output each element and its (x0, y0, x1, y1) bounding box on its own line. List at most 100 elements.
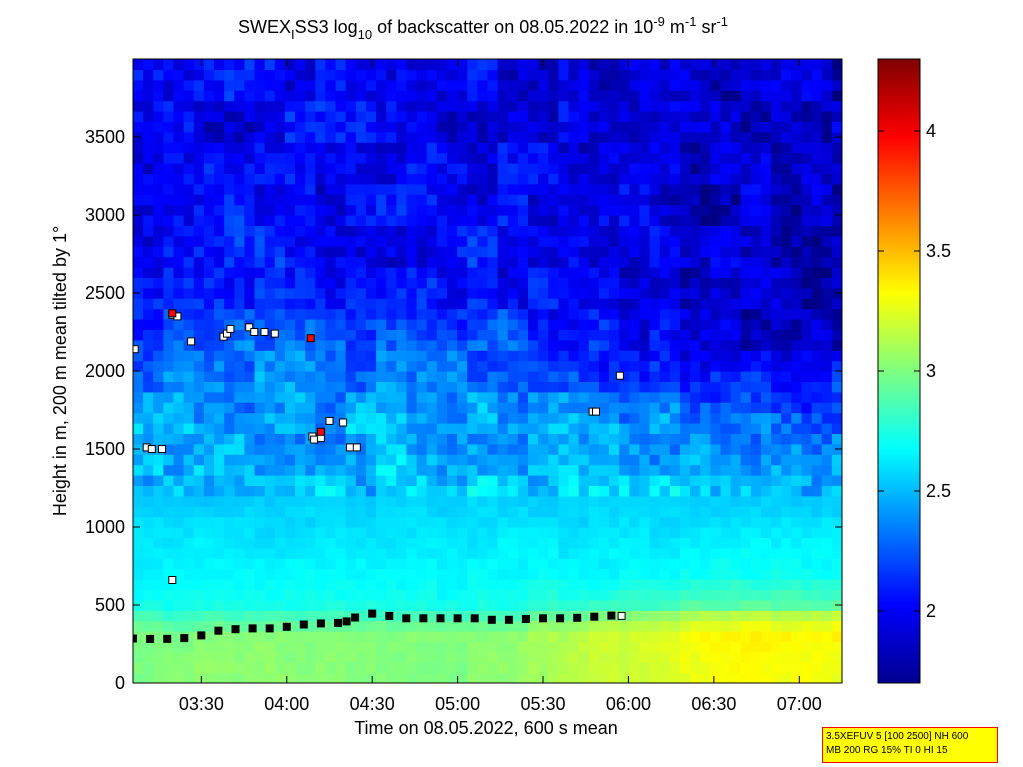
heatmap-cell (446, 308, 458, 320)
x-tick-label: 04:30 (350, 694, 395, 714)
heatmap-cell (588, 69, 600, 81)
heatmap-cell (295, 131, 306, 143)
heatmap-cell (649, 641, 661, 653)
heatmap-cell (791, 579, 803, 590)
heatmap-cell (558, 371, 570, 382)
heatmap-cell (548, 485, 559, 497)
heatmap-cell (598, 589, 610, 601)
heatmap-cell (821, 620, 833, 632)
heatmap-cell (669, 298, 681, 310)
heatmap-cell (264, 495, 276, 507)
heatmap-cell (720, 579, 732, 590)
heatmap-cell (183, 620, 195, 632)
heatmap-cell (568, 329, 580, 341)
heatmap-cell (376, 339, 387, 351)
heatmap-cell (325, 433, 337, 445)
heatmap-cell (335, 308, 347, 320)
heatmap-cell (497, 672, 509, 683)
heatmap-cell (173, 319, 185, 330)
heatmap-cell (538, 464, 549, 476)
heatmap-cell (365, 256, 377, 268)
heatmap-cell (143, 350, 154, 362)
heatmap-cell (821, 256, 833, 268)
heatmap-cell (548, 59, 559, 70)
heatmap-cell (467, 308, 478, 320)
heatmap-cell (274, 225, 286, 237)
heatmap-cell (679, 454, 691, 466)
heatmap-cell (497, 235, 509, 247)
marker-black (521, 615, 530, 623)
heatmap-cell (396, 443, 408, 455)
heatmap-cell (295, 121, 306, 133)
heatmap-cell (598, 568, 610, 580)
heatmap-cell (365, 579, 377, 590)
heatmap-cell (183, 495, 195, 507)
heatmap-cell (365, 641, 377, 653)
heatmap-cell (133, 381, 144, 393)
marker-black (214, 626, 223, 635)
heatmap-cell (720, 235, 732, 247)
heatmap-cell (244, 287, 256, 299)
heatmap-cell (153, 558, 164, 570)
marker-black (316, 619, 325, 628)
heatmap-cell (163, 579, 175, 590)
heatmap-cell (467, 100, 478, 112)
heatmap-cell (325, 423, 337, 434)
heatmap-cell (669, 79, 681, 91)
heatmap-cell (234, 558, 246, 570)
heatmap-cell (811, 267, 823, 278)
heatmap-cell (396, 547, 408, 559)
heatmap-cell (355, 308, 367, 320)
heatmap-cell (760, 163, 772, 174)
heatmap-cell (203, 152, 215, 164)
heatmap-cell (335, 412, 347, 424)
heatmap-cell (457, 402, 468, 414)
heatmap-cell (700, 69, 711, 81)
heatmap-cell (386, 423, 397, 434)
heatmap-cell (771, 339, 782, 351)
heatmap-cell (760, 391, 772, 403)
heatmap-cell (679, 443, 691, 455)
heatmap-cell (578, 454, 590, 466)
heatmap-cell (771, 589, 782, 601)
heatmap-cell (295, 495, 306, 507)
heatmap-cell (791, 173, 803, 185)
heatmap-cell (659, 111, 671, 122)
heatmap-cell (538, 235, 549, 247)
heatmap-cell (710, 121, 722, 133)
heatmap-cell (305, 579, 316, 590)
heatmap-cell (487, 246, 499, 258)
heatmap-cell (315, 121, 327, 133)
heatmap-cell (305, 371, 316, 382)
heatmap-cell (649, 329, 661, 341)
heatmap-cell (781, 100, 792, 112)
heatmap-cell (133, 183, 144, 195)
heatmap-cell (831, 152, 842, 164)
heatmap-cell (750, 412, 762, 424)
heatmap-cell (295, 381, 306, 393)
heatmap-cell (153, 485, 164, 497)
heatmap-cell (578, 485, 590, 497)
heatmap-cell (558, 620, 570, 632)
heatmap-cell (335, 516, 347, 528)
heatmap-cell (355, 100, 367, 112)
heatmap-cell (517, 662, 529, 674)
heatmap-cell (173, 90, 185, 102)
heatmap-cell (224, 204, 235, 216)
heatmap-cell (720, 339, 732, 351)
heatmap-cell (386, 631, 397, 642)
heatmap-cell (507, 79, 519, 91)
heatmap-cell (234, 350, 246, 362)
heatmap-cell (629, 79, 641, 91)
heatmap-cell (426, 527, 438, 538)
heatmap-cell (669, 433, 681, 445)
heatmap-cell (507, 131, 519, 143)
heatmap-cell (730, 475, 742, 486)
heatmap-cell (183, 568, 195, 580)
heatmap-cell (771, 329, 782, 341)
heatmap-cell (254, 163, 266, 174)
heatmap-cell (801, 267, 813, 278)
heatmap-cell (264, 391, 276, 403)
marker-black (231, 625, 240, 634)
heatmap-cell (143, 246, 154, 258)
